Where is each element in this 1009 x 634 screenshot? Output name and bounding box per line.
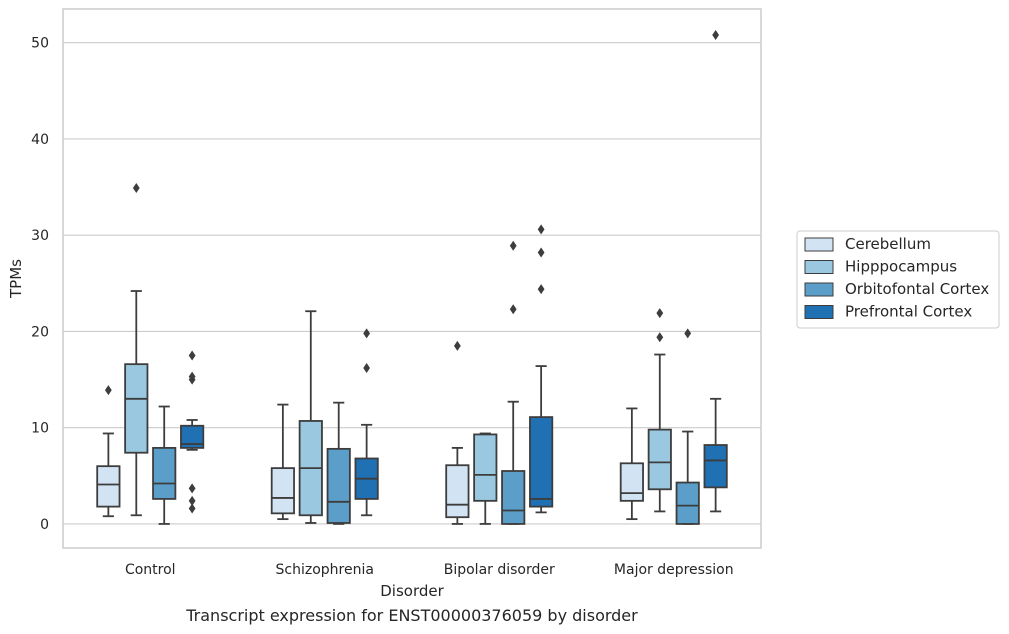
outlier-point (363, 363, 371, 374)
legend-frame (796, 230, 1000, 329)
x-tick-label: Bipolar disorder (444, 562, 555, 578)
box-iqr (270, 467, 295, 515)
outlier-point (509, 304, 517, 315)
outlier-point (188, 503, 196, 514)
box-iqr (152, 446, 177, 500)
outlier-point (188, 350, 196, 361)
outlier-point (509, 240, 517, 251)
outlier-point (453, 340, 461, 351)
x-tick-labels: Control Schizophrenia Bipolar disorder Majo… (125, 562, 734, 578)
x-tick-label: Schizophrenia (276, 562, 374, 578)
legend-label: Hipppocampus (845, 258, 957, 276)
box-iqr (473, 433, 498, 502)
box-3-3 (703, 29, 728, 513)
x-tick-label: Major depression (614, 562, 734, 578)
box-iqr (703, 444, 728, 489)
box-0-2 (152, 405, 177, 525)
box-iqr (675, 481, 700, 525)
box-iqr (124, 363, 149, 454)
outlier-point (188, 371, 196, 382)
legend-label: Cerebellum (845, 235, 931, 253)
legend-swatch (804, 237, 834, 252)
outlier-point (188, 483, 196, 494)
box-iqr (445, 464, 470, 519)
box-iqr (647, 428, 672, 491)
box-iqr (501, 470, 526, 525)
box-2-1 (473, 432, 498, 525)
box-3-1 (647, 308, 672, 513)
box-3-2 (675, 328, 700, 525)
outlier-point (537, 247, 545, 258)
box-iqr (180, 424, 205, 449)
y-tick-label: 50 (31, 36, 49, 52)
legend-swatch (804, 282, 834, 297)
outlier-point (104, 385, 112, 396)
box-iqr (96, 465, 121, 508)
outlier-point (537, 284, 545, 295)
y-tick-label: 20 (31, 324, 49, 340)
box-2-2 (501, 240, 526, 525)
box-iqr (529, 416, 554, 508)
x-tick-label: Control (125, 562, 176, 578)
outlier-point (188, 495, 196, 506)
box-0-0 (96, 385, 121, 518)
legend-swatch (804, 260, 834, 274)
box-1-1 (298, 310, 323, 524)
outlier-point (712, 29, 720, 40)
outlier-point (132, 183, 140, 194)
y-tick-labels: 0 10 20 30 40 50 (31, 36, 49, 533)
y-tick-label: 10 (31, 421, 49, 437)
box-1-3 (354, 328, 379, 517)
box-3-0 (619, 407, 644, 521)
box-2-0 (445, 340, 470, 525)
legend: Cerebellum Hipppocampus Orbitofontal Corte… (796, 230, 1000, 329)
outlier-point (537, 224, 545, 235)
legend-swatch (804, 305, 834, 319)
box-2-3 (529, 224, 554, 514)
grid-lines (63, 42, 761, 525)
y-tick-label: 30 (31, 228, 49, 244)
figure-caption: Transcript expression for ENST0000037605… (186, 606, 638, 625)
outlier-point (656, 332, 664, 343)
legend-label: Prefrontal Cortex (845, 303, 972, 321)
legend-label: Orbitofontal Cortex (845, 280, 989, 298)
plot-frame (62, 8, 762, 549)
box-iqr (326, 447, 351, 524)
outlier-point (363, 328, 371, 339)
y-tick-label: 0 (40, 517, 49, 533)
outlier-point (656, 308, 664, 319)
outlier-point (684, 328, 692, 339)
y-axis-label: TPMs (7, 259, 25, 299)
box-1-0 (270, 403, 295, 521)
x-axis-label: Disorder (380, 582, 444, 600)
box-1-2 (326, 401, 351, 525)
box-0-3 (180, 350, 205, 514)
box-series (96, 29, 728, 525)
box-0-1 (124, 183, 149, 517)
box-iqr (619, 462, 644, 502)
y-tick-label: 40 (31, 132, 49, 148)
